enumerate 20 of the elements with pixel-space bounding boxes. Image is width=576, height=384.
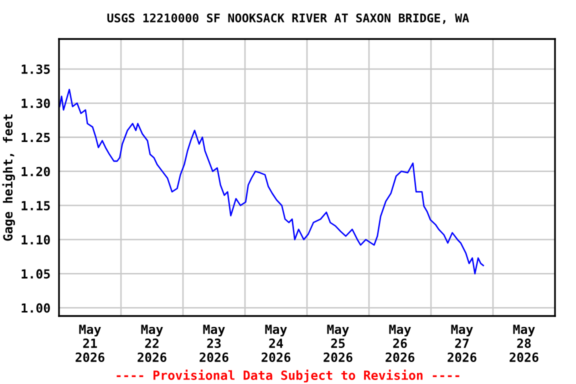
x-tick-label: May 24 2026: [262, 324, 290, 362]
y-tick-label: 1.30: [22, 98, 50, 108]
y-tick-label: 1.05: [22, 269, 50, 279]
x-tick-label: May 27 2026: [448, 324, 476, 362]
x-tick-label: May 28 2026: [510, 324, 538, 362]
x-tick-label: May 22 2026: [138, 324, 166, 362]
chart-title: USGS 12210000 SF NOOKSACK RIVER AT SAXON BRIDGE, WA: [107, 13, 470, 24]
y-tick-label: 1.35: [22, 64, 50, 74]
line-series: [59, 88, 484, 274]
x-tick-label: May 23 2026: [200, 324, 228, 362]
x-tick-label: May 21 2026: [76, 324, 104, 362]
y-tick-label: 1.25: [22, 132, 50, 142]
y-tick-label: 1.00: [22, 303, 50, 313]
y-tick-label: 1.15: [22, 201, 50, 210]
y-tick-label: 1.20: [22, 166, 50, 176]
y-tick-label: 1.10: [22, 235, 50, 245]
text: ---- Provisional Data Subject to Revision ----: [116, 370, 460, 382]
x-tick-label: May 26 2026: [386, 324, 414, 362]
y-axis-title: Gage height, feet: [2, 114, 15, 241]
x-tick-label: May 25 2026: [324, 324, 352, 362]
